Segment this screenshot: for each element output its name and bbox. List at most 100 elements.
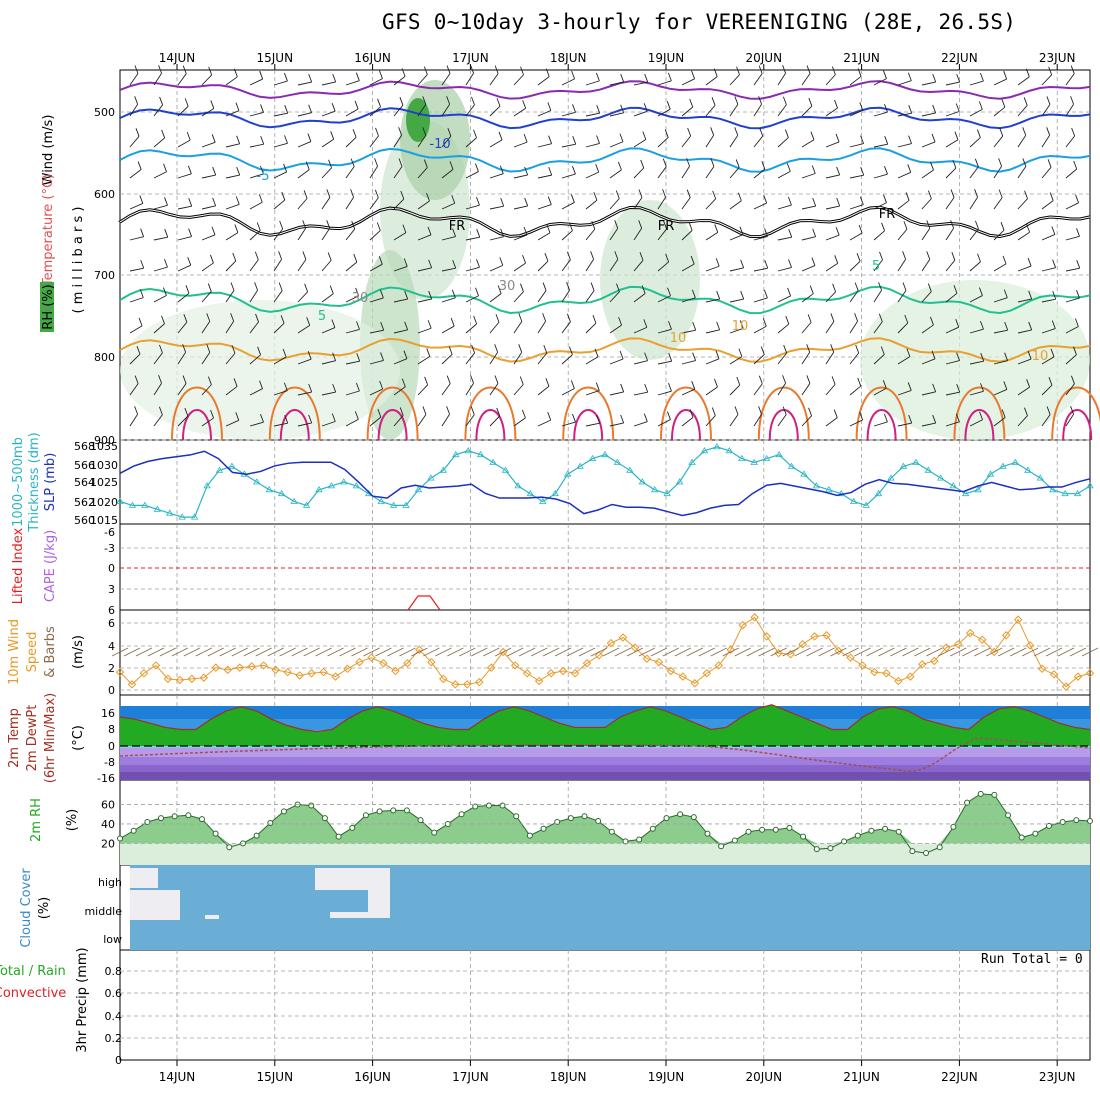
wind-barb-feather — [542, 282, 547, 291]
wind-barb-feather — [281, 191, 286, 201]
rh-point — [882, 825, 889, 832]
wind-barb-feather — [548, 135, 553, 144]
surface-wind-barb — [818, 647, 835, 657]
wind-barb-feather — [278, 251, 283, 260]
axis-label-minmax: (6hr Min/Max) — [43, 693, 58, 783]
wind-speed-point — [486, 663, 496, 672]
wind-speed-tick: 6 — [108, 617, 115, 630]
wind-barb-feather — [617, 161, 622, 171]
wind-barb — [489, 293, 502, 303]
wind-barb-feather — [1024, 407, 1028, 416]
pressure-tick: 700 — [94, 269, 115, 282]
wind-speed-point — [427, 657, 436, 667]
wind-barb — [921, 228, 931, 241]
wind-barb — [873, 173, 888, 179]
cloud-clear-patch — [330, 912, 370, 918]
wind-barb-feather — [783, 344, 788, 354]
wind-barb-feather — [691, 70, 695, 79]
wind-barb — [945, 228, 955, 241]
wind-barb — [705, 298, 720, 303]
wind-speed-point — [259, 661, 268, 670]
wind-barb-feather — [569, 222, 573, 231]
wind-barb — [489, 321, 500, 334]
wind-barb-feather — [950, 189, 955, 198]
wind-barb-feather — [1071, 127, 1076, 137]
wind-barb — [585, 259, 594, 272]
wind-barb — [465, 236, 480, 241]
wind-barb — [849, 419, 863, 427]
wind-barb — [465, 414, 475, 427]
wind-barb — [729, 74, 740, 86]
wind-barb — [1065, 168, 1077, 179]
wind-barb-feather — [1022, 158, 1027, 167]
wind-barb — [1065, 235, 1080, 241]
slp-point — [203, 482, 211, 489]
wind-barb — [129, 383, 139, 396]
contour-label: -5 — [257, 169, 270, 184]
wind-barb — [969, 166, 979, 179]
slp-point — [601, 450, 609, 458]
temperature-band — [120, 765, 1090, 772]
wind-barb-feather — [137, 161, 142, 170]
wind-barb-feather — [836, 197, 841, 207]
surface-wind-barb — [435, 647, 452, 657]
wind-barb — [753, 103, 762, 117]
wind-barb — [1065, 297, 1080, 303]
wind-barb-feather — [711, 97, 716, 106]
wind-barb — [729, 200, 742, 210]
wind-barb-feather — [374, 158, 378, 167]
temp-contour-15 — [757, 386, 810, 441]
wind-barb — [921, 112, 936, 117]
wind-barb — [729, 267, 744, 272]
slp-point — [762, 454, 771, 461]
wind-barb — [633, 139, 647, 148]
wind-speed-point — [846, 653, 855, 662]
wind-barb — [753, 354, 765, 365]
axis-label-thickness-dm: Thickness (dm) — [27, 432, 42, 532]
wind-barb-feather — [883, 194, 887, 203]
wind-speed-point — [283, 667, 292, 677]
axis-label-celsius: (°C) — [71, 725, 86, 751]
wind-barb — [129, 73, 139, 86]
surface-wind-barb — [710, 647, 727, 657]
slp-point — [862, 501, 870, 508]
wind-barb — [321, 110, 336, 117]
panel-frame-precip — [119, 949, 1091, 1061]
wind-barb — [249, 289, 258, 303]
wind-barb — [969, 261, 981, 272]
surface-wind-barb — [974, 647, 991, 657]
wind-barb — [153, 72, 162, 86]
wind-barb — [1041, 298, 1056, 303]
wind-speed-point — [666, 666, 676, 676]
rh-point — [1059, 819, 1066, 826]
wind-barb — [897, 80, 912, 86]
surface-wind-barb — [782, 647, 799, 657]
wind-barb-feather — [927, 283, 932, 292]
wind-barb-feather — [375, 127, 379, 137]
temp-contour-20 — [475, 409, 506, 441]
wind-barb-feather — [878, 282, 882, 291]
wind-barb-feather — [332, 73, 337, 83]
wind-barb — [393, 198, 405, 210]
wind-barb — [849, 174, 864, 179]
cloud-level-tick: middle — [84, 905, 122, 918]
wind-barb — [249, 354, 261, 365]
wind-barb — [585, 228, 596, 241]
surface-wind-barb — [267, 647, 284, 657]
slp-point — [663, 489, 671, 497]
wind-barb-feather — [644, 383, 649, 393]
wind-barb — [945, 111, 960, 117]
wind-barb-feather — [259, 380, 263, 389]
wind-barb — [1041, 74, 1052, 86]
slp-point — [352, 482, 360, 489]
wind-barb — [1065, 383, 1075, 396]
slp-point — [128, 501, 137, 508]
wind-barb — [729, 327, 744, 334]
wind-barb — [897, 112, 912, 117]
surface-wind-barb — [926, 647, 943, 657]
wind-barb-feather — [331, 102, 336, 112]
contour-label: -10 — [429, 137, 450, 152]
contour-label: 30 — [352, 291, 369, 306]
rh-point — [171, 813, 178, 820]
wind-barb — [921, 358, 936, 365]
